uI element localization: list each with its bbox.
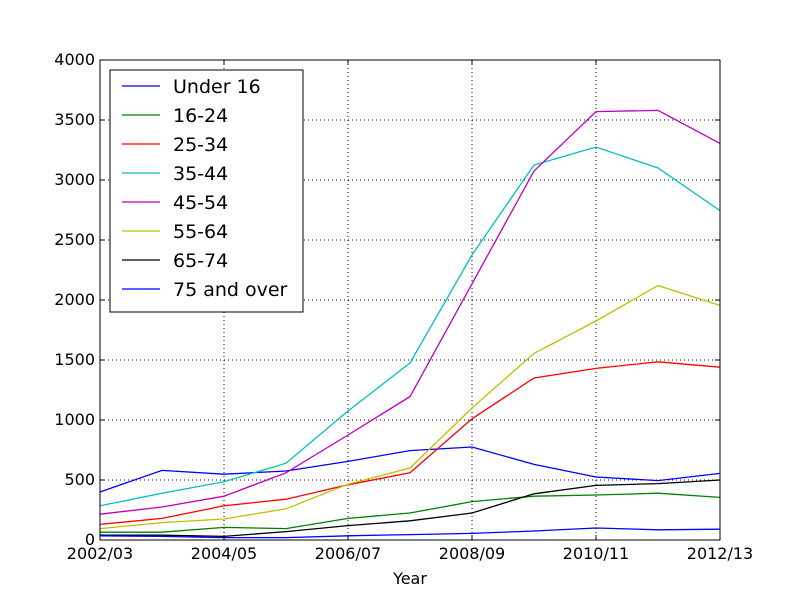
x-tick-label: 2004/05 [191,544,257,563]
y-tick-label: 3000 [54,170,95,189]
series-line-under-16 [99,446,721,493]
series-lines [99,109,721,539]
legend-label: 25-34 [173,134,228,156]
x-tick-label: 2010/11 [563,544,629,563]
y-tick-label: 4000 [54,50,95,69]
x-tick-label: 2002/03 [67,544,133,563]
y-tick-label: 3500 [54,110,95,129]
y-tick-label: 2500 [54,230,95,249]
legend: Under 16 16-24 25-34 35-44 45-54 55-64 65-74 75… [109,69,304,313]
legend-label: 65-74 [173,250,228,272]
series-line-45-54 [99,109,721,515]
series-line-16-24 [100,492,721,533]
x-tick-label: 2006/07 [315,544,381,563]
x-axis: 2002/03 2004/05 2006/07 2008/09 2010/11 2012/… [67,60,753,563]
legend-box [109,69,304,313]
y-axis: 0 500 1000 1500 2000 2500 3000 3500 4000 [54,50,720,549]
legend-label: 75 and over [173,279,288,301]
series-line-55-64 [99,284,721,530]
y-tick-label: 2000 [54,290,95,309]
x-axis-label: Year [392,569,427,588]
y-tick-label: 1500 [54,350,95,369]
series-line-25-34 [99,361,721,526]
y-tick-label: 500 [64,470,95,489]
x-tick-label: 2008/09 [439,544,505,563]
legend-label: 45-54 [173,192,228,214]
legend-label: Under 16 [173,76,261,98]
legend-label: 55-64 [173,221,228,243]
series-line-35-44 [99,146,721,507]
y-tick-label: 1000 [54,410,95,429]
series-line-65-74 [100,479,721,538]
legend-label: 35-44 [173,163,228,185]
series-line-75-and-over [99,527,721,539]
legend-label: 16-24 [173,105,228,127]
y-tick-label: 0 [85,530,95,549]
x-tick-label: 2012/13 [687,544,753,563]
